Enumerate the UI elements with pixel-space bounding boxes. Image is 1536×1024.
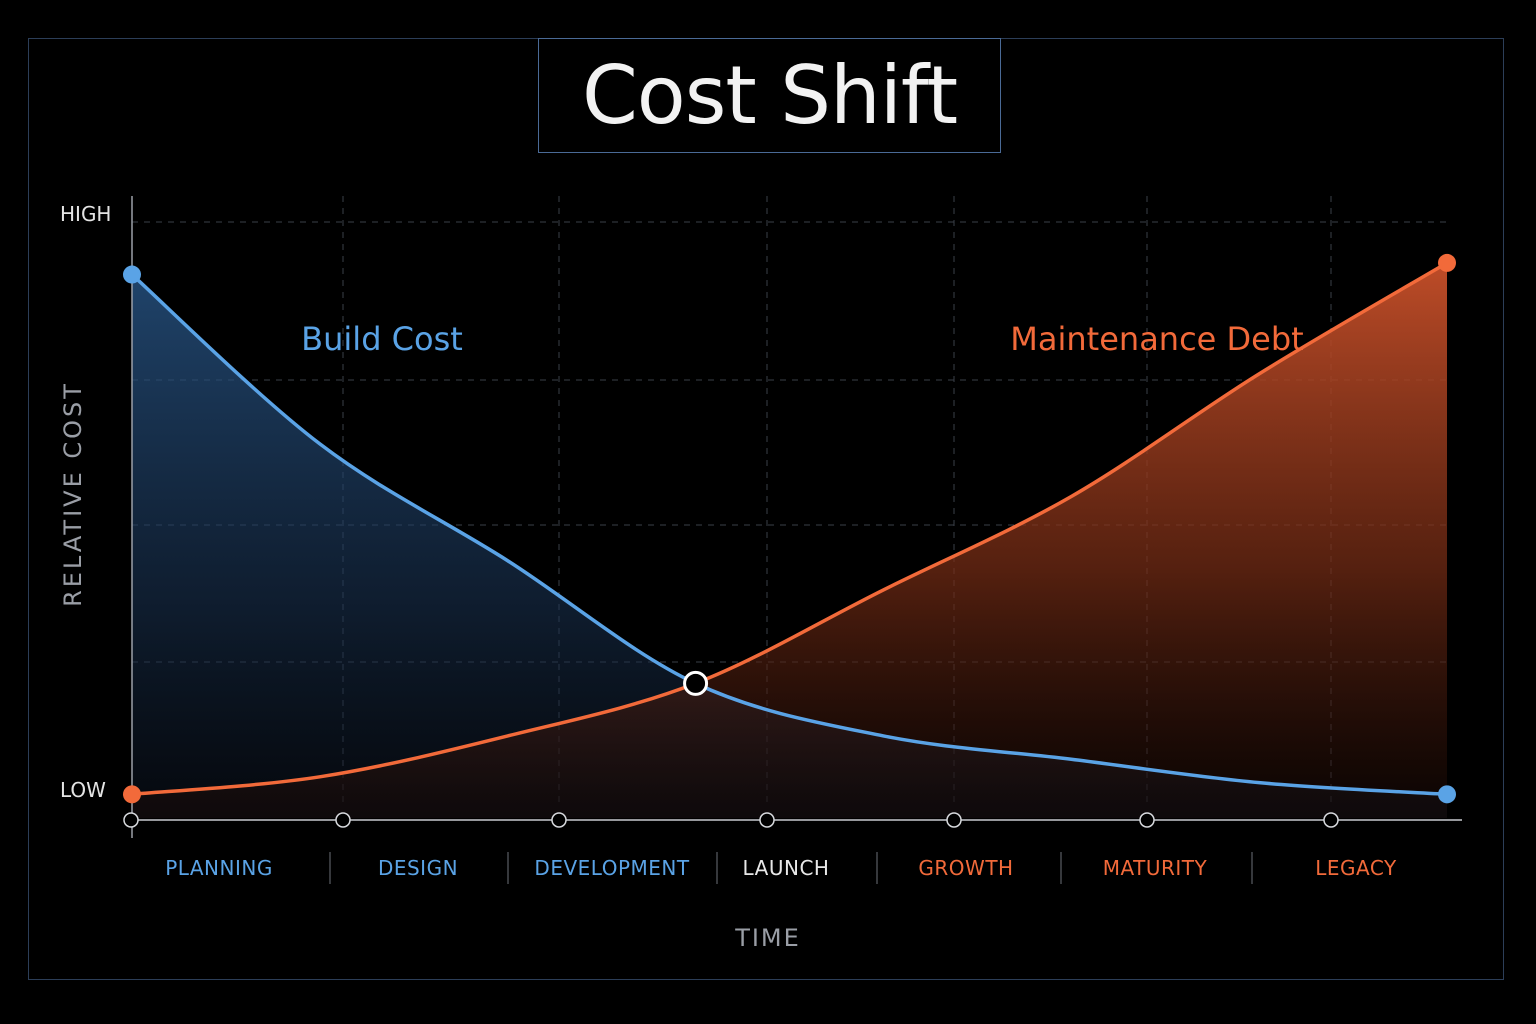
y-axis-label: RELATIVE COST xyxy=(59,381,87,607)
axes xyxy=(123,196,1462,884)
series-label-maintenance-debt: Maintenance Debt xyxy=(1010,320,1304,358)
x-axis-label: TIME xyxy=(735,924,801,952)
phase-label-design: DESIGN xyxy=(377,856,459,880)
x-axis-tick xyxy=(551,812,567,828)
line-maintenance-debt xyxy=(130,261,1449,797)
point-maintenance-debt-start xyxy=(123,785,141,804)
series-label-build-cost: Build Cost xyxy=(301,320,463,358)
point-build-cost-start xyxy=(123,265,141,284)
point-build-cost-end xyxy=(1438,785,1456,804)
phase-label-growth: GROWTH xyxy=(918,856,1014,880)
x-axis-tick xyxy=(335,812,351,828)
crossover-point xyxy=(683,670,709,696)
area-build-cost xyxy=(132,274,1447,818)
phase-label-launch: LAUNCH xyxy=(742,856,830,880)
phase-label-development: DEVELOPMENT xyxy=(534,856,690,880)
series-markers xyxy=(123,253,1456,804)
x-axis-tick xyxy=(1323,812,1339,828)
area-maintenance-debt xyxy=(132,262,1447,818)
series-lines xyxy=(130,261,1449,797)
y-tick-high: HIGH xyxy=(60,202,112,226)
point-maintenance-debt-end xyxy=(1438,253,1456,272)
phase-label-planning: PLANNING xyxy=(165,856,273,880)
chart-title: Cost Shift xyxy=(581,49,958,142)
series-areas xyxy=(132,262,1447,818)
line-build-cost xyxy=(130,272,1449,797)
x-axis-tick xyxy=(1139,812,1155,828)
phase-label-legacy: LEGACY xyxy=(1315,856,1397,880)
chart-title-box: Cost Shift xyxy=(538,38,1001,153)
y-tick-low: LOW xyxy=(60,778,106,802)
x-axis-tick xyxy=(759,812,775,828)
phase-label-maturity: MATURITY xyxy=(1102,856,1208,880)
x-axis-tick xyxy=(123,812,139,828)
x-axis-tick xyxy=(946,812,962,828)
